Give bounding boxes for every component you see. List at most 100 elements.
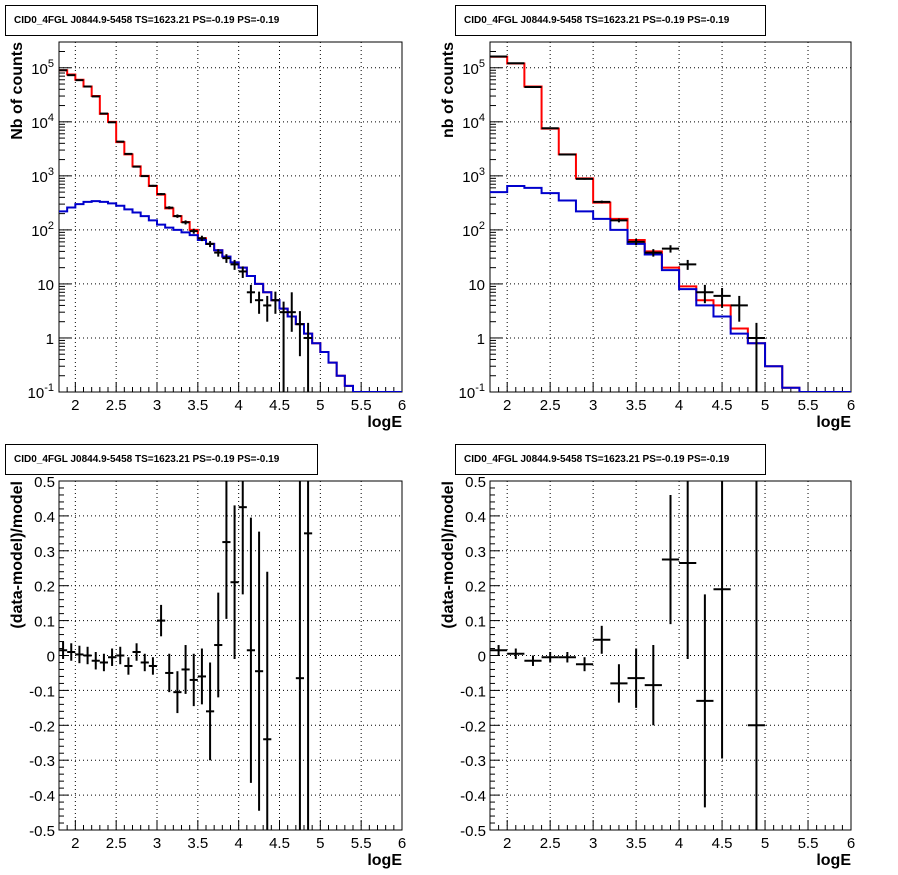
data-point	[593, 200, 611, 204]
x-tick-label: 4	[675, 397, 683, 414]
residual-point	[263, 571, 272, 830]
residual-point	[747, 481, 766, 830]
x-tick-label: 6	[398, 835, 406, 852]
x-axis-label: logE	[816, 414, 851, 431]
data-point	[696, 284, 714, 304]
data-point	[206, 241, 215, 248]
title-box	[455, 444, 766, 475]
residual-point	[75, 645, 84, 664]
x-tick-label: 4.5	[712, 397, 733, 414]
data-layer	[59, 69, 402, 392]
y-tick-label: 1	[477, 331, 485, 348]
y-tick-label: -0.3	[460, 753, 486, 770]
x-tick-label: 2	[503, 835, 511, 852]
data-point	[661, 245, 680, 253]
x-tick-label: 3	[589, 835, 597, 852]
residual-point	[230, 505, 239, 659]
x-tick-label: 2.5	[540, 835, 561, 852]
x-tick-label: 3	[589, 397, 597, 414]
panel-residuals-fine: CID0_4FGL J0844.9-5458 TS=1623.21 PS=-0.…	[5, 444, 406, 869]
residual-point	[140, 653, 149, 672]
residual-point	[644, 645, 662, 726]
data-point	[730, 295, 748, 322]
data-point	[713, 288, 731, 308]
y-tick-label: 104	[462, 112, 485, 132]
y-tick-label: 0.4	[34, 509, 55, 526]
data-point	[222, 254, 231, 263]
data-point	[214, 249, 223, 257]
data-layer	[490, 55, 851, 392]
x-tick-label: 6	[847, 835, 855, 852]
residual-point	[173, 671, 182, 714]
x-tick-label: 3.5	[626, 397, 647, 414]
y-tick-label: 0.3	[34, 544, 55, 561]
residual-point	[304, 481, 313, 830]
data-point	[165, 206, 174, 210]
y-tick-label: 102	[462, 220, 485, 240]
x-tick-label: 3.5	[187, 397, 208, 414]
x-axis-label: logE	[367, 852, 402, 869]
y-tick-label: -0.4	[29, 788, 55, 805]
y-tick-label: -0.2	[460, 718, 486, 735]
y-tick-label: 0.4	[465, 509, 486, 526]
y-tick-label: 102	[31, 220, 54, 240]
residual-point	[627, 648, 645, 708]
x-tick-label: 2.5	[540, 397, 561, 414]
x-tick-label: 5	[316, 397, 324, 414]
y-tick-label: 104	[31, 112, 54, 132]
residual-point	[610, 664, 628, 703]
data-point	[263, 295, 272, 322]
residual-point	[116, 646, 125, 665]
y-tick-label: -0.3	[29, 753, 55, 770]
residual-point	[99, 653, 108, 672]
data-point	[246, 284, 255, 304]
x-tick-label: 5.5	[351, 835, 372, 852]
y-axis-label: (data-model)/model	[440, 481, 457, 629]
residual-point	[238, 481, 247, 595]
data-point	[287, 292, 296, 332]
residual-point	[181, 645, 190, 694]
residual-point	[558, 652, 576, 663]
x-tick-label: 6	[398, 397, 406, 414]
y-tick-label: -0.1	[29, 683, 55, 700]
y-tick-label: 0	[47, 649, 55, 666]
y-tick-label: 0.2	[465, 579, 486, 596]
x-tick-label: 2.5	[106, 835, 127, 852]
data-layer	[490, 481, 766, 830]
x-tick-label: 5	[761, 397, 769, 414]
residual-point	[524, 655, 542, 666]
y-tick-label: 105	[462, 58, 485, 78]
y-axis-label: Nb of counts	[9, 42, 26, 140]
y-tick-label: 0.1	[465, 614, 486, 631]
residual-point	[541, 652, 559, 663]
data-layer	[59, 481, 313, 830]
y-tick-label: 10-1	[28, 382, 54, 402]
x-tick-label: 2	[71, 397, 79, 414]
x-tick-label: 6	[847, 397, 855, 414]
data-point	[558, 153, 576, 156]
y-tick-label: 10-1	[459, 382, 485, 402]
y-tick-label: 10	[37, 277, 54, 294]
x-axis-label: logE	[816, 852, 851, 869]
residual-point	[165, 653, 174, 693]
residual-point	[222, 481, 231, 619]
data-point	[610, 218, 628, 223]
x-tick-label: 4.5	[269, 835, 290, 852]
residual-point	[246, 517, 255, 783]
y-tick-label: 103	[31, 166, 54, 186]
x-tick-label: 5	[316, 835, 324, 852]
x-tick-label: 4	[675, 835, 683, 852]
residual-point	[108, 648, 117, 666]
data-point	[679, 259, 697, 270]
data-point	[148, 184, 157, 187]
y-tick-label: -0.5	[460, 823, 486, 840]
data-point	[627, 238, 645, 246]
data-point	[140, 175, 149, 178]
y-tick-label: 103	[462, 166, 485, 186]
data-point	[644, 249, 662, 257]
residual-point	[157, 604, 166, 637]
x-tick-label: 2	[71, 835, 79, 852]
chart-title: CID0_4FGL J0844.9-5458 TS=1623.21 PS=-0.…	[14, 15, 280, 26]
y-tick-label: -0.1	[460, 683, 486, 700]
